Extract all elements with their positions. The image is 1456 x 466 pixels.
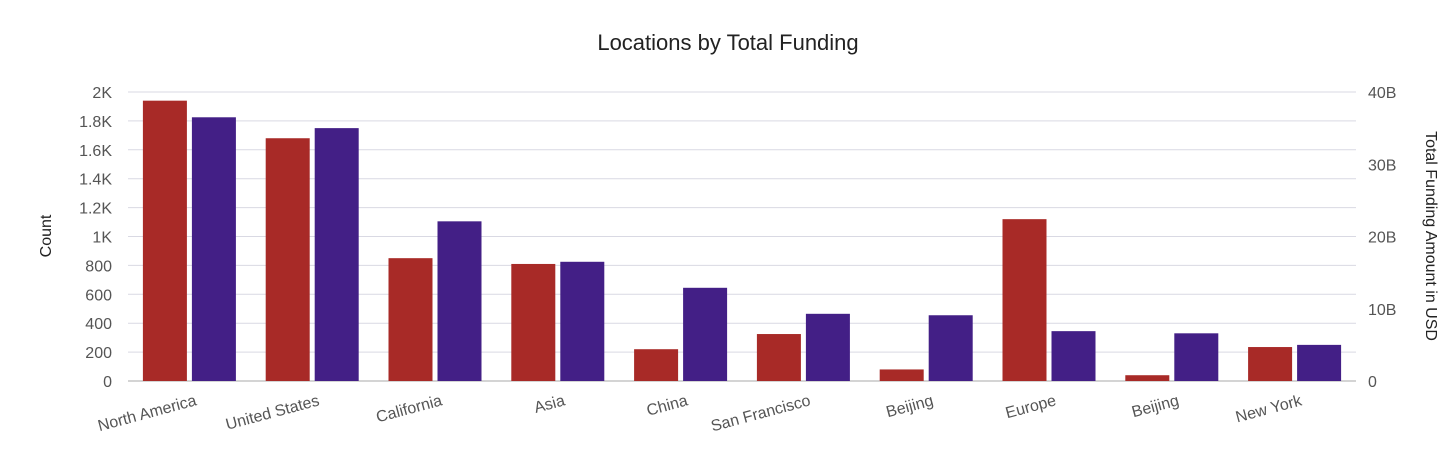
bar-series-1: [756, 334, 801, 381]
left-axis-ticks: 0 200 400 600 800 1K 1.2K 1.4K 1.6K 1.8K 2K: [79, 85, 112, 391]
left-tick-label: 2K: [92, 85, 112, 102]
bar-series-2: [1051, 331, 1096, 381]
right-tick-label: 0: [1368, 374, 1377, 391]
bar-series-2: [1297, 344, 1342, 381]
right-tick-label: 40B: [1368, 85, 1396, 102]
left-tick-label: 1.8K: [79, 114, 112, 131]
bar-series-2: [805, 313, 850, 381]
bar-series-1: [879, 369, 924, 381]
bar-series-1: [511, 263, 556, 381]
bar-series-1: [1125, 375, 1170, 381]
right-tick-label: 10B: [1368, 302, 1396, 319]
bar-series-2: [928, 315, 973, 381]
bar-series-2: [1174, 333, 1219, 381]
left-tick-label: 1K: [92, 230, 112, 247]
x-axis-labels: North America United States California Asia…: [96, 392, 1304, 435]
x-tick-label: Beijing: [1130, 392, 1181, 421]
bar-series-2: [191, 117, 236, 381]
x-tick-label: United States: [224, 392, 321, 433]
grid-layer: [128, 91, 1356, 382]
x-tick-label: Asia: [532, 392, 567, 417]
bar-series-2: [560, 261, 605, 381]
left-axis-title: Count: [38, 214, 55, 257]
right-tick-label: 20B: [1368, 230, 1396, 247]
bar-series-1: [1002, 219, 1047, 381]
bar-series-1: [388, 258, 433, 381]
left-tick-label: 0: [103, 374, 112, 391]
left-tick-label: 1.4K: [79, 172, 112, 189]
bar-series-2: [314, 128, 359, 381]
bar-series-1: [142, 100, 187, 382]
left-tick-label: 200: [85, 345, 112, 362]
left-tick-label: 600: [85, 287, 112, 304]
x-tick-label: California: [374, 392, 444, 426]
bar-layer: [142, 100, 1342, 382]
x-tick-label: North America: [96, 392, 198, 435]
x-tick-label: Beijing: [884, 392, 935, 421]
left-tick-label: 800: [85, 258, 112, 275]
chart-title: Locations by Total Funding: [597, 30, 858, 55]
x-tick-label: China: [645, 392, 690, 419]
bar-series-2: [683, 287, 728, 381]
x-tick-label: San Francisco: [709, 392, 812, 435]
x-tick-label: Europe: [1004, 392, 1058, 422]
bar-series-1: [265, 138, 310, 381]
right-axis-ticks: 0 10B 20B 30B 40B: [1368, 85, 1396, 391]
left-tick-label: 1.6K: [79, 143, 112, 160]
left-tick-label: 1.2K: [79, 201, 112, 218]
right-axis-title: Total Funding Amount in USD: [1422, 131, 1439, 341]
x-tick-label: New York: [1234, 392, 1305, 426]
bar-series-1: [634, 349, 679, 381]
bar-series-2: [437, 221, 482, 381]
bar-series-1: [1248, 347, 1293, 381]
left-tick-label: 400: [85, 316, 112, 333]
right-tick-label: 30B: [1368, 157, 1396, 174]
